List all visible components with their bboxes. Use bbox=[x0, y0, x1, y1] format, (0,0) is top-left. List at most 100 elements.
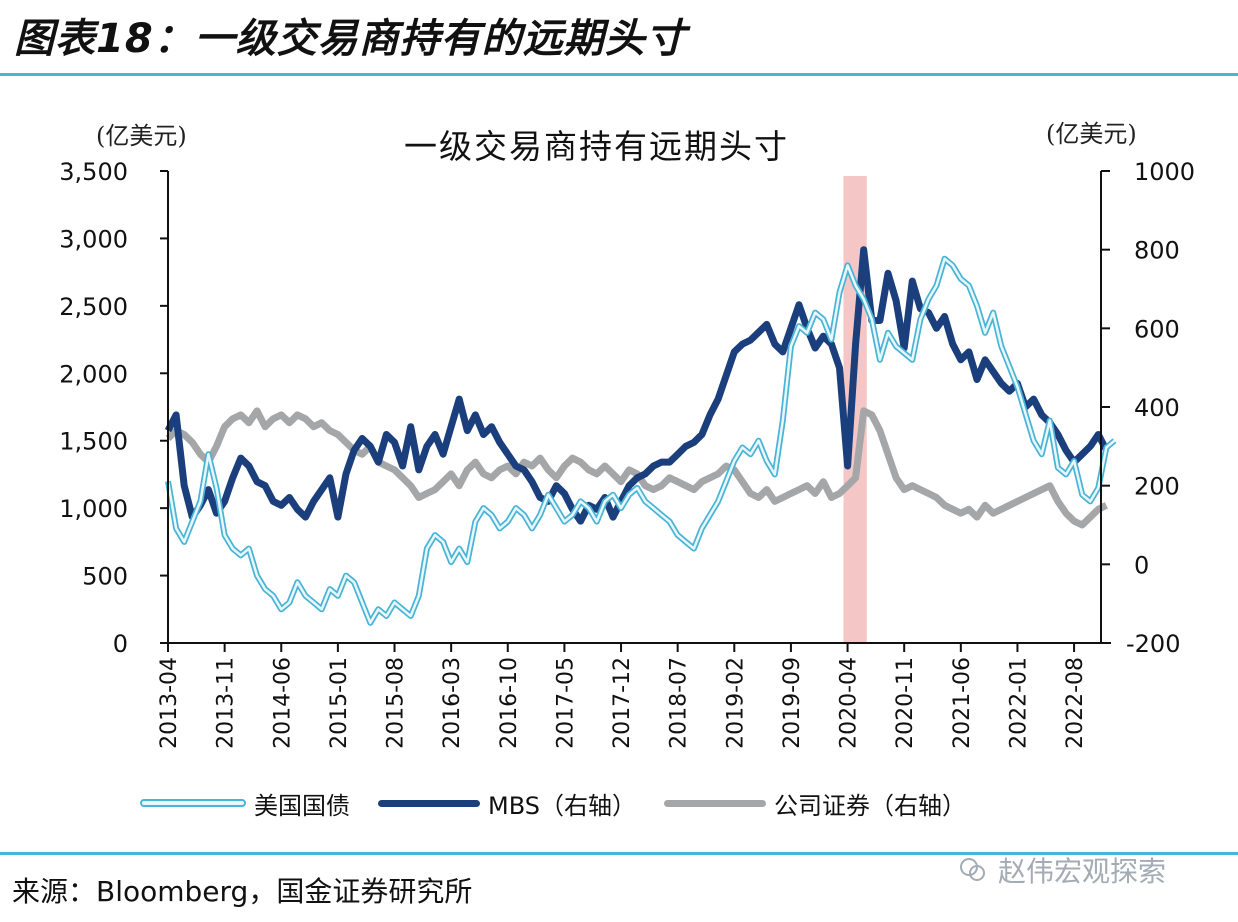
data-point bbox=[879, 430, 880, 431]
data-point bbox=[831, 339, 832, 340]
data-point bbox=[289, 602, 290, 603]
data-point bbox=[758, 497, 759, 498]
data-point bbox=[289, 422, 290, 423]
data-point bbox=[790, 346, 791, 347]
data-point bbox=[475, 521, 476, 522]
data-point bbox=[985, 359, 986, 360]
left-tick-label: 1,000 bbox=[59, 495, 128, 523]
data-point bbox=[1106, 505, 1107, 506]
data-point bbox=[1090, 517, 1091, 518]
legend-swatch-ust bbox=[140, 799, 246, 807]
x-tick-label: 2016-10 bbox=[497, 657, 522, 749]
data-point bbox=[564, 493, 565, 494]
data-point bbox=[790, 328, 791, 329]
data-point bbox=[515, 465, 516, 466]
top-rule bbox=[0, 73, 1238, 76]
data-point bbox=[176, 414, 177, 415]
data-point bbox=[637, 477, 638, 478]
data-point bbox=[556, 508, 557, 509]
data-point bbox=[329, 430, 330, 431]
data-point bbox=[580, 521, 581, 522]
x-tick-label: 2022-08 bbox=[1063, 657, 1088, 749]
data-point bbox=[580, 462, 581, 463]
data-point bbox=[588, 469, 589, 470]
data-point bbox=[847, 265, 848, 266]
data-point bbox=[629, 469, 630, 470]
data-point bbox=[645, 501, 646, 502]
data-point bbox=[313, 501, 314, 502]
data-point bbox=[176, 430, 177, 431]
data-point bbox=[321, 609, 322, 610]
data-point bbox=[952, 265, 953, 266]
data-point bbox=[248, 548, 249, 549]
data-point bbox=[766, 460, 767, 461]
data-point bbox=[596, 509, 597, 510]
data-point bbox=[709, 514, 710, 515]
data-point bbox=[944, 258, 945, 259]
data-point bbox=[960, 359, 961, 360]
data-point bbox=[321, 422, 322, 423]
data-point bbox=[750, 454, 751, 455]
data-point bbox=[1098, 487, 1099, 488]
data-point bbox=[256, 410, 257, 411]
data-point bbox=[620, 501, 621, 502]
data-point bbox=[281, 414, 282, 415]
data-point bbox=[1033, 440, 1034, 441]
data-point bbox=[823, 481, 824, 482]
data-point bbox=[313, 426, 314, 427]
data-point bbox=[669, 477, 670, 478]
data-point bbox=[232, 548, 233, 549]
data-point bbox=[1017, 501, 1018, 502]
data-point bbox=[701, 481, 702, 482]
data-point bbox=[531, 528, 532, 529]
bottom-rule bbox=[0, 852, 1238, 855]
data-point bbox=[378, 609, 379, 610]
data-point bbox=[297, 582, 298, 583]
data-point bbox=[629, 485, 630, 486]
data-point bbox=[863, 249, 864, 250]
data-point bbox=[863, 299, 864, 300]
data-point bbox=[669, 462, 670, 463]
data-point bbox=[798, 304, 799, 305]
data-point bbox=[896, 477, 897, 478]
data-point bbox=[847, 485, 848, 486]
data-point bbox=[985, 332, 986, 333]
data-point bbox=[443, 541, 444, 542]
data-point bbox=[572, 458, 573, 459]
data-point bbox=[871, 320, 872, 321]
data-point bbox=[1001, 346, 1002, 347]
data-point bbox=[459, 485, 460, 486]
data-point bbox=[240, 458, 241, 459]
data-point bbox=[976, 305, 977, 306]
data-point bbox=[1017, 386, 1018, 387]
data-point bbox=[426, 446, 427, 447]
data-point bbox=[265, 485, 266, 486]
data-point bbox=[815, 493, 816, 494]
data-point bbox=[240, 555, 241, 556]
data-point bbox=[556, 485, 557, 486]
data-point bbox=[507, 454, 508, 455]
source-note: 来源：Bloomberg，国金证券研究所 bbox=[12, 875, 473, 908]
data-point bbox=[896, 300, 897, 301]
data-point bbox=[960, 278, 961, 279]
watermark-text: 赵伟宏观探索 bbox=[998, 855, 1167, 888]
data-point bbox=[782, 351, 783, 352]
data-point bbox=[604, 501, 605, 502]
legend-label-corp: 公司证券（右轴） bbox=[773, 791, 966, 820]
data-point bbox=[863, 410, 864, 411]
series-line-mbs bbox=[164, 246, 1110, 525]
data-point bbox=[232, 477, 233, 478]
data-point bbox=[887, 454, 888, 455]
data-point bbox=[208, 489, 209, 490]
data-point bbox=[548, 469, 549, 470]
data-point bbox=[451, 562, 452, 563]
left-tick-label: 0 bbox=[113, 630, 128, 658]
data-point bbox=[426, 548, 427, 549]
data-point bbox=[1114, 440, 1115, 441]
right-tick-label: 0 bbox=[1134, 551, 1149, 579]
data-point bbox=[273, 501, 274, 502]
data-point bbox=[831, 497, 832, 498]
data-point bbox=[661, 462, 662, 463]
data-point bbox=[459, 399, 460, 400]
